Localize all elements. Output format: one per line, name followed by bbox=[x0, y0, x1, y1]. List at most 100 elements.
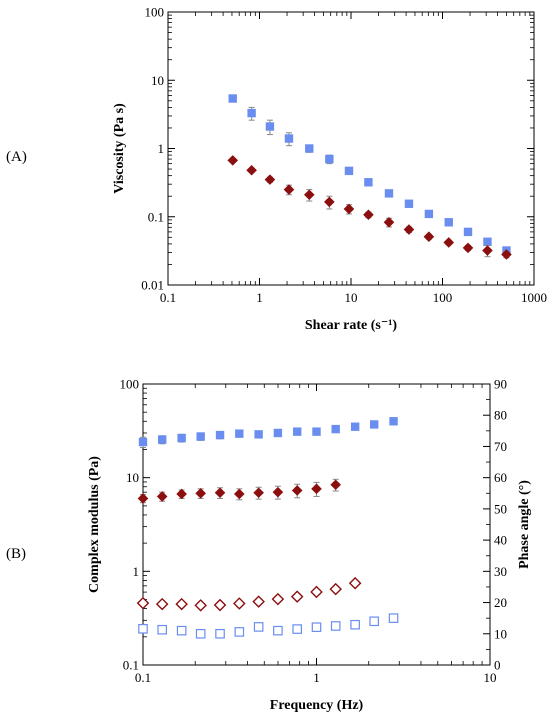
data-series bbox=[138, 613, 399, 639]
y2-axis-label: Phase angle (°) bbox=[517, 480, 532, 569]
data-series bbox=[137, 478, 341, 504]
data-point bbox=[264, 174, 276, 185]
data-point bbox=[305, 144, 314, 153]
x-tick-label: 0.1 bbox=[135, 670, 151, 685]
data-point bbox=[364, 178, 373, 187]
y-tick-label: 100 bbox=[120, 377, 140, 392]
data-point bbox=[284, 134, 294, 143]
data-point bbox=[343, 203, 355, 215]
data-point bbox=[235, 429, 244, 438]
y-tick-label: 10 bbox=[151, 73, 164, 88]
data-point bbox=[157, 435, 167, 444]
x-axis-label: Shear rate (s⁻¹) bbox=[305, 318, 398, 333]
panel-a-label: (A) bbox=[6, 149, 27, 165]
data-point bbox=[403, 224, 415, 235]
x-tick-label: 1 bbox=[256, 290, 263, 305]
panel-b-label: (B) bbox=[6, 546, 26, 562]
data-point bbox=[463, 227, 473, 237]
data-point bbox=[384, 189, 394, 198]
y2-tick-label: 70 bbox=[494, 439, 507, 454]
data-point bbox=[273, 625, 283, 636]
data-point bbox=[292, 624, 302, 634]
data-point bbox=[228, 94, 237, 103]
data-point bbox=[234, 627, 245, 637]
data-point bbox=[350, 422, 360, 431]
data-point bbox=[138, 623, 148, 634]
y2-tick-label: 60 bbox=[494, 470, 507, 485]
y2-tick-label: 80 bbox=[494, 408, 507, 423]
x-tick-label: 10 bbox=[345, 290, 358, 305]
x-tick-label: 1 bbox=[313, 670, 320, 685]
data-point bbox=[389, 417, 398, 426]
y-tick-label: 0.01 bbox=[141, 278, 164, 293]
data-point bbox=[138, 437, 148, 447]
x-tick-label: 0.1 bbox=[160, 290, 176, 305]
data-point bbox=[254, 430, 263, 439]
y2-tick-label: 30 bbox=[494, 564, 507, 579]
data-point bbox=[483, 237, 492, 246]
data-point bbox=[404, 199, 414, 208]
data-point bbox=[234, 488, 245, 500]
data-point bbox=[324, 196, 335, 208]
data-point bbox=[176, 488, 187, 500]
data-point bbox=[156, 491, 168, 502]
y2-tick-label: 90 bbox=[494, 377, 507, 392]
data-point bbox=[329, 582, 342, 596]
y2-tick-label: 50 bbox=[494, 501, 507, 516]
data-series bbox=[136, 576, 362, 612]
data-point bbox=[213, 598, 227, 612]
data-point bbox=[196, 432, 205, 441]
data-point bbox=[137, 493, 149, 504]
data-point bbox=[215, 430, 225, 440]
data-point bbox=[331, 424, 340, 434]
data-point bbox=[444, 218, 453, 227]
data-point bbox=[462, 242, 474, 254]
data-series bbox=[138, 417, 398, 448]
data-point bbox=[214, 487, 226, 499]
y-tick-label: 0.1 bbox=[123, 658, 139, 673]
x-tick-label: 100 bbox=[433, 290, 453, 305]
data-point bbox=[310, 585, 323, 599]
data-point bbox=[330, 479, 341, 491]
y-tick-label: 10 bbox=[126, 470, 139, 485]
data-point bbox=[265, 122, 275, 131]
y-axis-label: Complex modulus (Pa) bbox=[87, 456, 102, 593]
data-point bbox=[273, 428, 283, 438]
data-point bbox=[272, 486, 284, 498]
y-tick-label: 100 bbox=[145, 5, 165, 20]
plot-frame bbox=[167, 11, 535, 286]
data-point bbox=[330, 621, 341, 631]
data-point bbox=[176, 625, 187, 636]
data-point bbox=[246, 164, 257, 176]
data-point bbox=[195, 488, 206, 499]
data-series bbox=[228, 94, 511, 255]
data-point bbox=[501, 249, 512, 260]
data-point bbox=[325, 154, 334, 164]
data-point bbox=[292, 427, 302, 436]
data-point bbox=[363, 209, 374, 221]
data-point bbox=[195, 628, 206, 639]
data-point bbox=[311, 483, 322, 495]
data-point bbox=[177, 433, 186, 443]
data-point bbox=[348, 576, 362, 590]
y-axis-label: Viscosity (Pa s) bbox=[112, 103, 127, 194]
data-point bbox=[155, 597, 169, 611]
y-tick-label: 1 bbox=[158, 141, 165, 156]
data-point bbox=[215, 628, 225, 639]
data-point bbox=[291, 485, 303, 496]
data-series bbox=[227, 155, 512, 260]
x-tick-label: 1000 bbox=[521, 290, 547, 305]
data-point bbox=[443, 237, 455, 248]
x-tick-label: 10 bbox=[484, 670, 497, 685]
data-point bbox=[227, 155, 239, 166]
data-point bbox=[233, 597, 246, 610]
data-point bbox=[312, 427, 321, 436]
y2-tick-label: 10 bbox=[494, 626, 507, 641]
data-point bbox=[283, 184, 295, 195]
data-point bbox=[252, 595, 265, 608]
data-point bbox=[253, 622, 264, 632]
data-point bbox=[253, 487, 264, 499]
y-tick-label: 0.1 bbox=[148, 209, 164, 224]
data-point bbox=[383, 216, 395, 228]
